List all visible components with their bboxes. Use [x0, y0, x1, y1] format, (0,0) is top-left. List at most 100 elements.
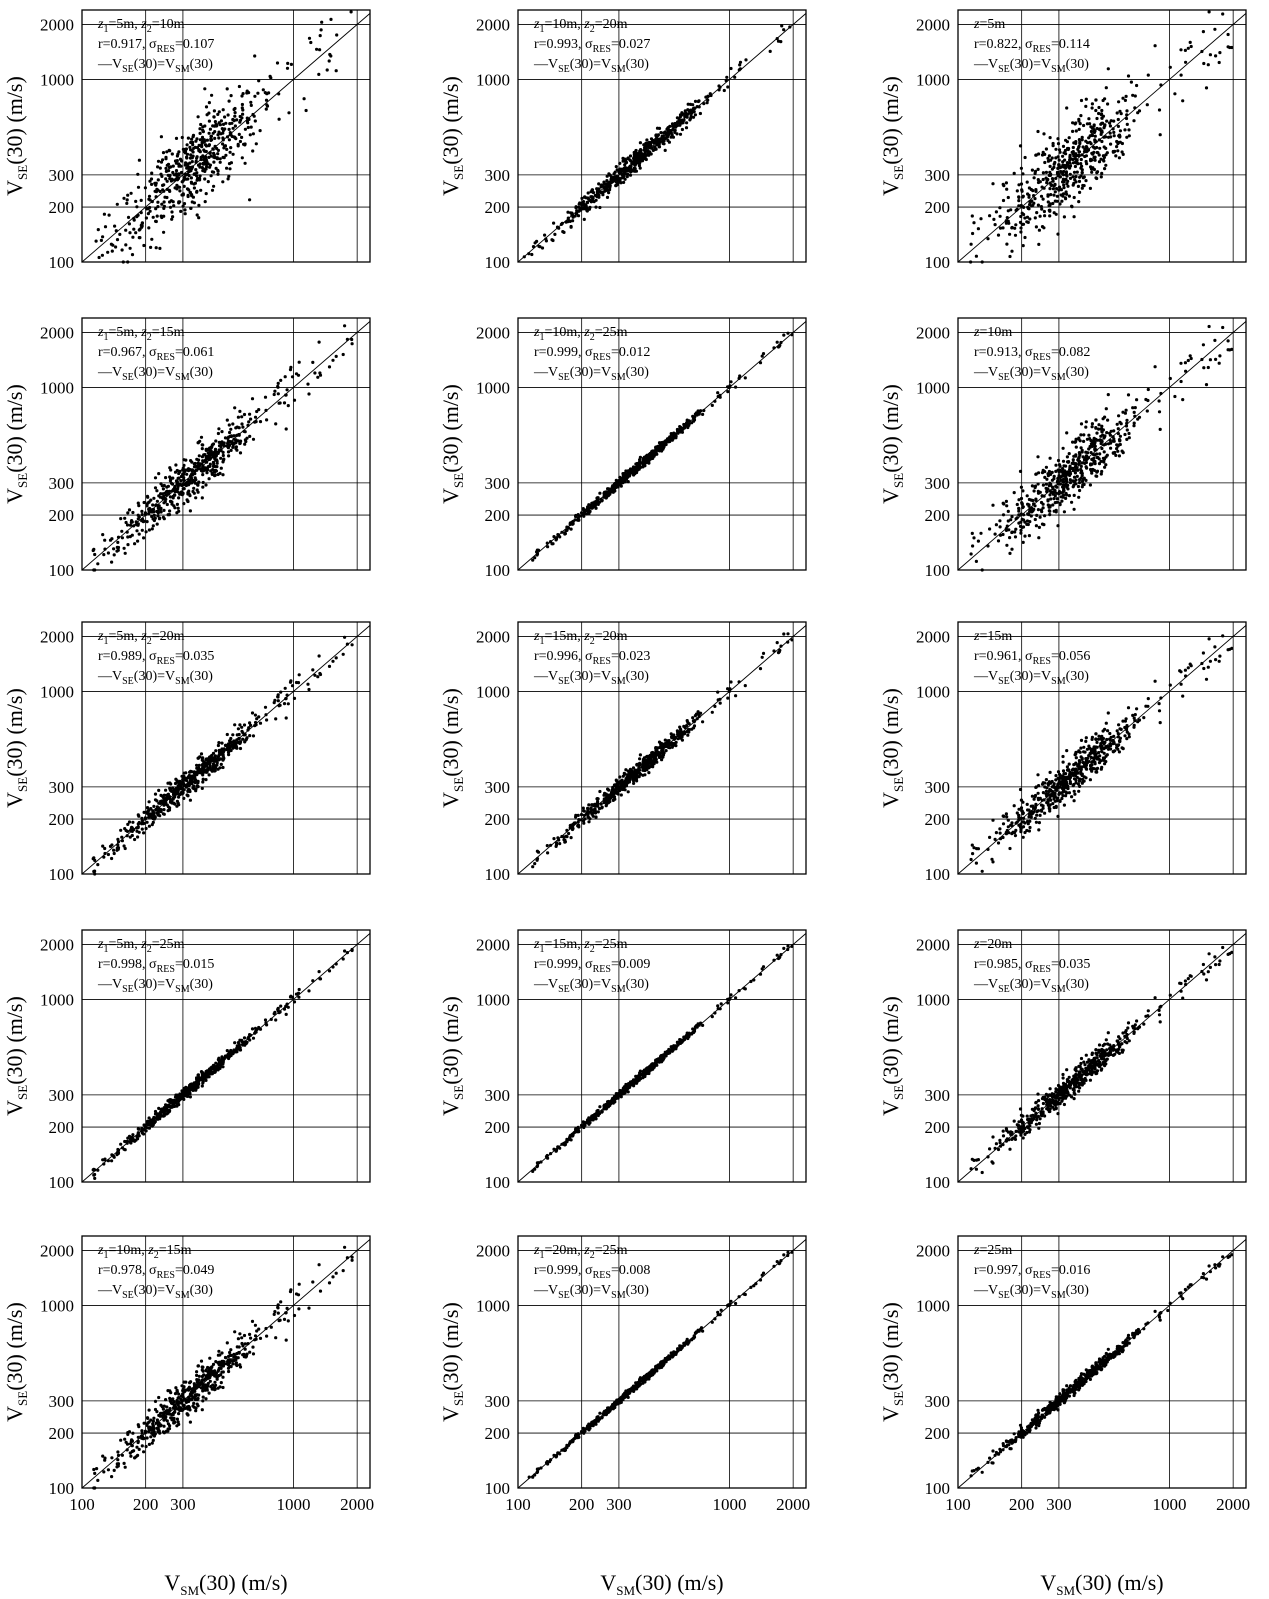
- data-point: [996, 233, 1001, 237]
- data-point: [638, 753, 643, 757]
- data-point: [236, 727, 240, 731]
- data-point: [225, 166, 229, 170]
- y-tick-label: 2000: [40, 323, 74, 342]
- data-point: [1045, 489, 1049, 494]
- data-point: [212, 184, 216, 188]
- data-point: [318, 671, 322, 676]
- data-point: [1023, 235, 1027, 240]
- data-point: [221, 142, 225, 146]
- data-point: [269, 76, 273, 80]
- data-point: [628, 173, 633, 177]
- y-tick-label: 200: [485, 198, 511, 217]
- data-point: [150, 508, 154, 512]
- data-point: [546, 545, 550, 549]
- data-point: [258, 721, 263, 725]
- data-point: [692, 726, 696, 730]
- data-point: [132, 216, 136, 221]
- data-point: [632, 166, 636, 170]
- data-point: [190, 137, 194, 141]
- data-point: [1056, 814, 1060, 819]
- data-point: [713, 704, 717, 709]
- data-point: [1131, 93, 1135, 97]
- data-point: [195, 457, 199, 461]
- data-point: [565, 528, 569, 532]
- data-point: [1051, 187, 1055, 191]
- data-point: [1101, 98, 1105, 103]
- data-point: [1120, 150, 1124, 154]
- data-point: [578, 201, 582, 205]
- data-point: [1048, 173, 1052, 177]
- data-point: [139, 211, 143, 215]
- data-point: [137, 814, 141, 818]
- data-point: [200, 455, 204, 459]
- data-point: [1095, 740, 1099, 745]
- data-point: [122, 196, 126, 200]
- data-point: [261, 88, 265, 92]
- data-point: [172, 173, 176, 177]
- data-point: [587, 207, 592, 211]
- data-point: [1049, 497, 1053, 501]
- data-point: [1005, 216, 1009, 220]
- data-point: [1019, 226, 1023, 230]
- data-point: [563, 840, 568, 844]
- data-point: [276, 381, 280, 385]
- data-point: [157, 472, 161, 476]
- data-point: [1125, 109, 1129, 113]
- data-point: [128, 231, 132, 235]
- data-point: [584, 203, 588, 207]
- data-point: [1056, 137, 1060, 141]
- data-point: [676, 429, 680, 433]
- data-point: [582, 217, 586, 221]
- stats-label: r=0.989, σRES=0.035: [98, 649, 214, 667]
- data-point: [211, 124, 215, 128]
- data-point: [143, 817, 148, 821]
- data-point: [1083, 154, 1087, 159]
- data-point: [1053, 199, 1057, 203]
- data-point: [176, 790, 180, 794]
- data-point: [119, 828, 123, 832]
- data-point: [253, 415, 258, 419]
- data-point: [1074, 439, 1078, 444]
- data-point: [164, 476, 168, 480]
- data-point: [1034, 188, 1038, 192]
- data-point: [1076, 458, 1080, 462]
- data-point: [718, 701, 722, 705]
- data-point: [1146, 73, 1150, 77]
- data-point: [1096, 455, 1100, 460]
- data-point: [153, 486, 158, 490]
- data-point: [136, 185, 141, 189]
- data-point: [692, 419, 696, 423]
- data-point: [1099, 132, 1103, 136]
- data-point: [1146, 704, 1150, 708]
- data-point: [1230, 45, 1234, 50]
- data-point: [1053, 501, 1057, 505]
- data-point: [670, 122, 675, 126]
- data-point: [243, 161, 247, 165]
- data-point: [1090, 471, 1094, 475]
- data-point: [197, 480, 201, 484]
- data-point: [220, 127, 224, 131]
- data-point: [1094, 732, 1098, 736]
- data-point: [1052, 509, 1056, 513]
- data-point: [630, 772, 634, 776]
- y-tick-label: 1000: [40, 378, 74, 397]
- data-point: [632, 158, 636, 162]
- data-point: [211, 131, 215, 135]
- data-point: [1023, 216, 1027, 220]
- data-point: [1018, 787, 1023, 792]
- data-point: [635, 763, 639, 767]
- data-point: [623, 480, 627, 484]
- data-point: [630, 168, 634, 172]
- data-point: [214, 469, 218, 473]
- data-point: [199, 467, 203, 471]
- data-point: [203, 169, 207, 173]
- data-point: [189, 140, 193, 145]
- data-point: [212, 462, 216, 466]
- data-point: [1115, 145, 1119, 149]
- data-point: [191, 195, 195, 199]
- data-point: [292, 398, 297, 402]
- data-point: [193, 461, 197, 466]
- data-point: [292, 696, 297, 701]
- data-point: [1079, 174, 1083, 178]
- data-point: [317, 654, 321, 658]
